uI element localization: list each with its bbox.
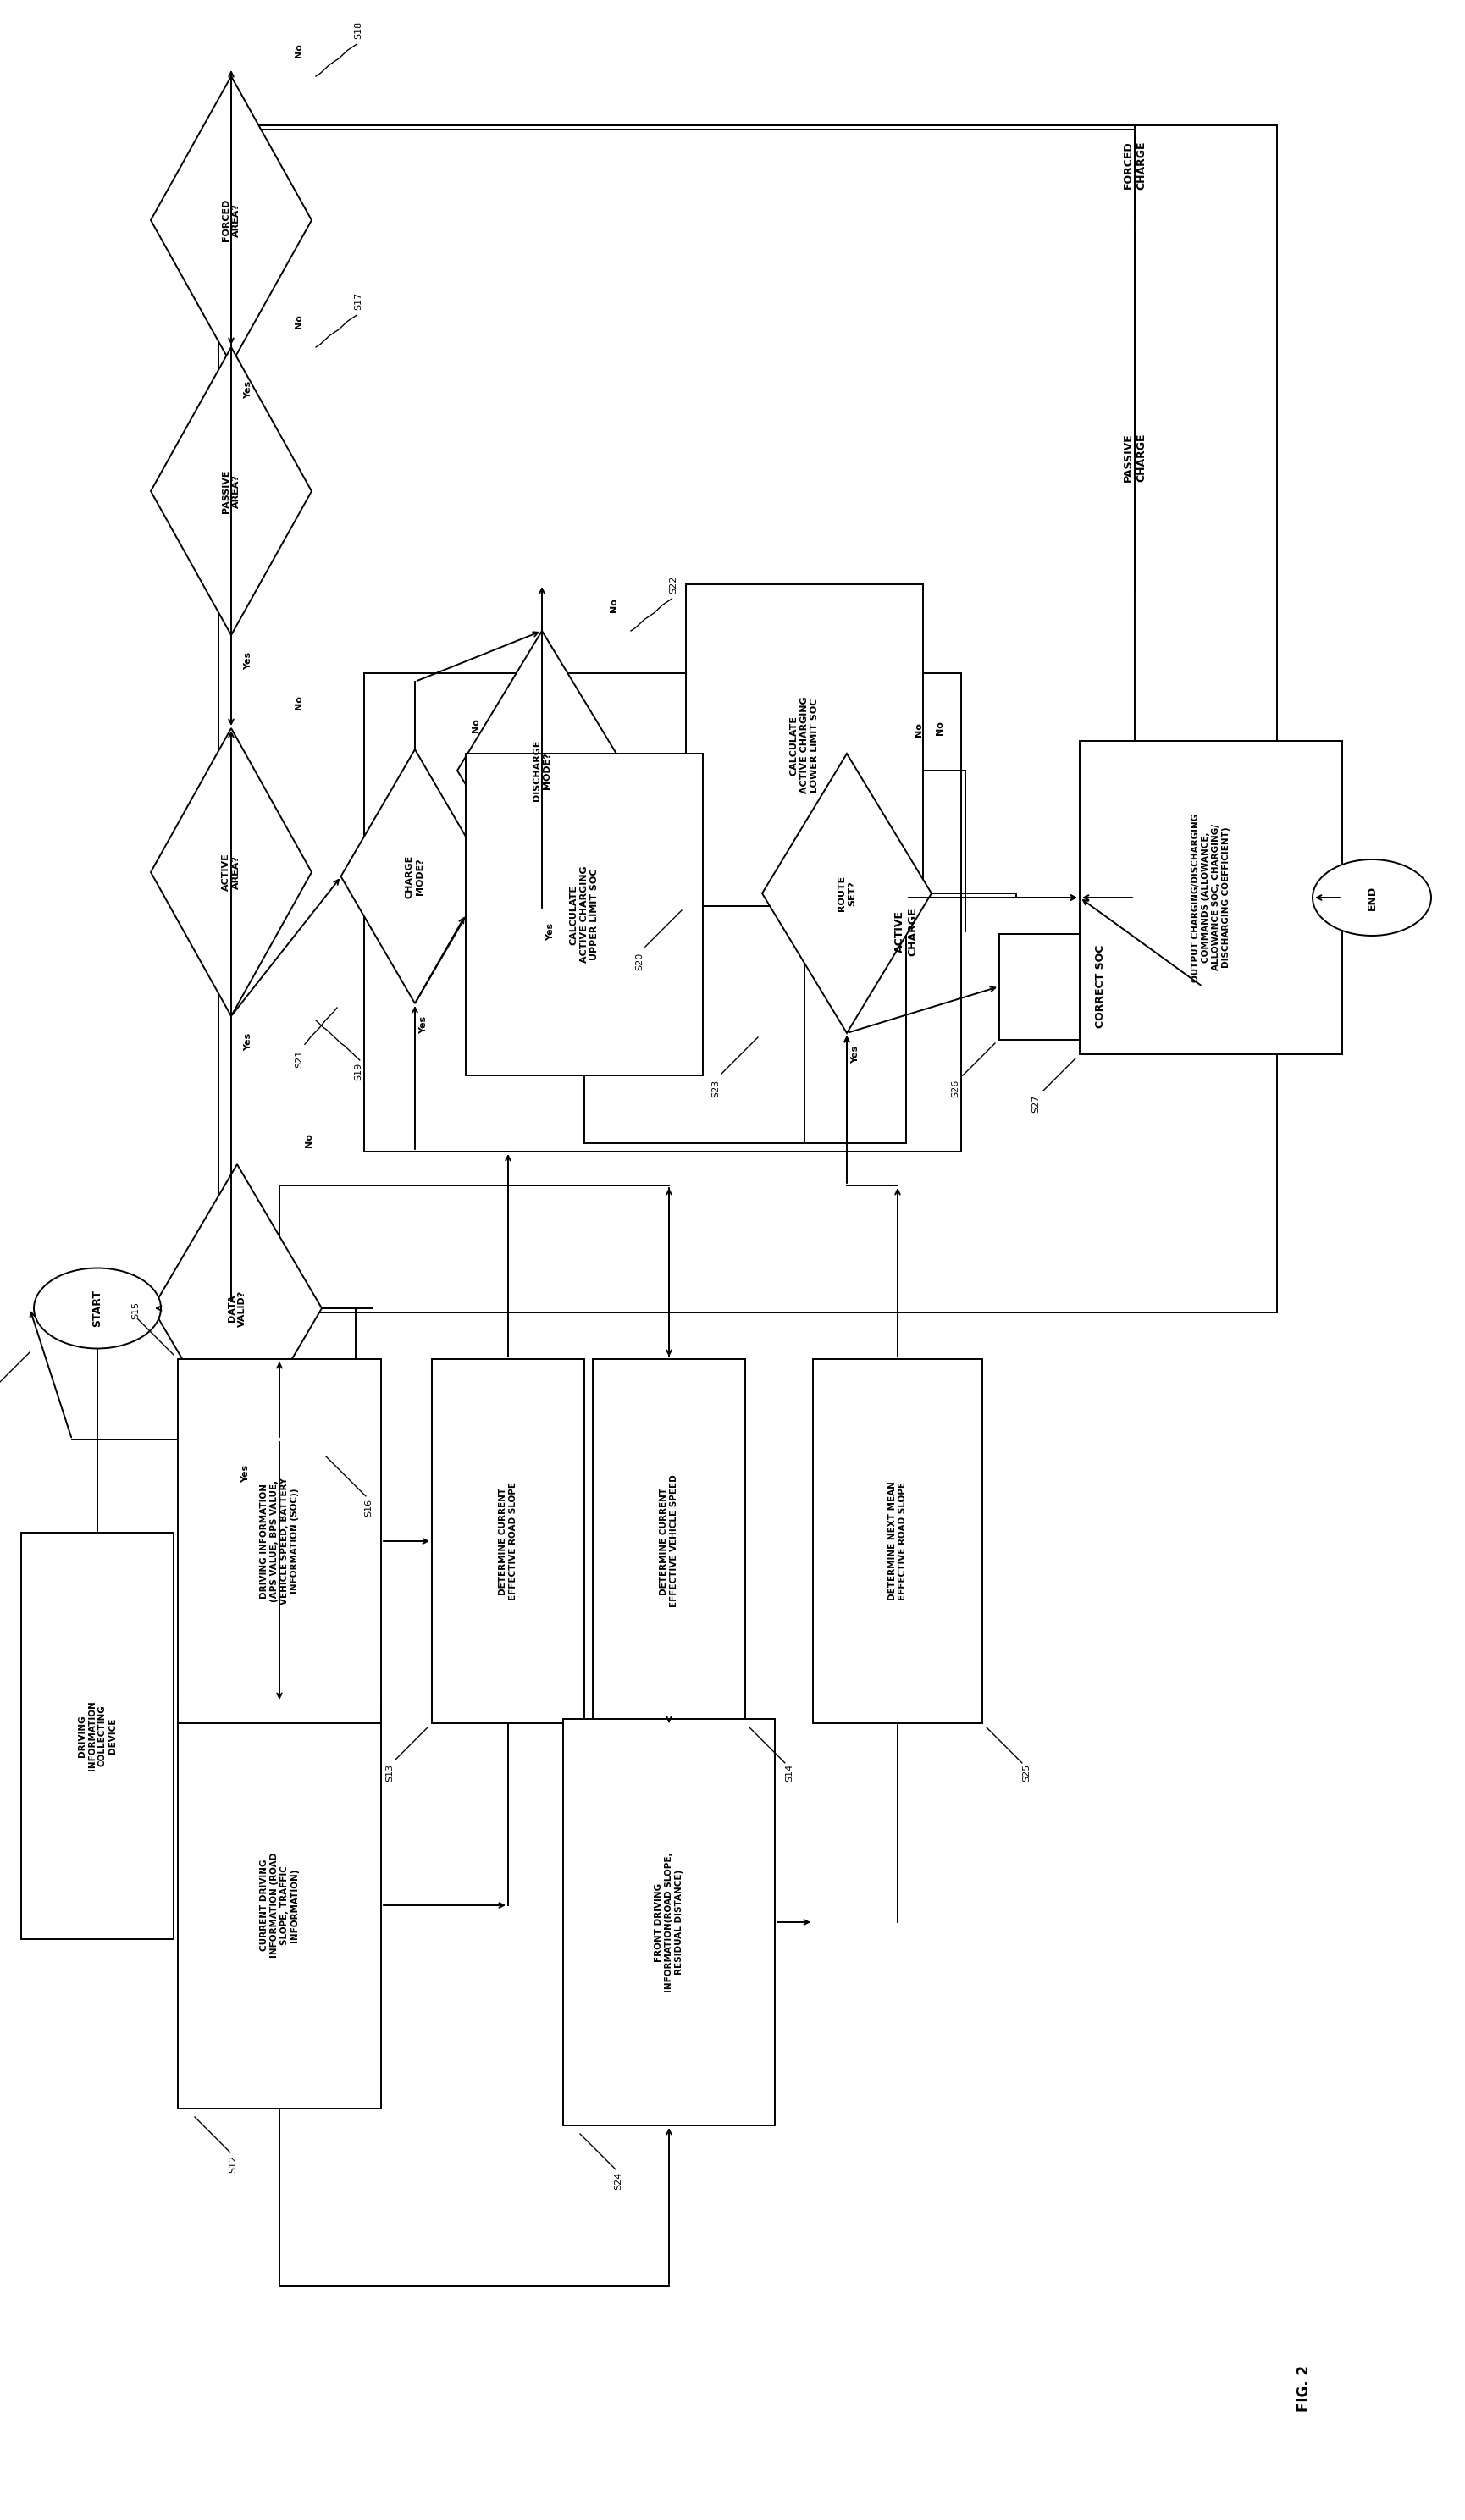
Text: S17: S17 <box>353 292 362 310</box>
Text: DETERMINE CURRENT
EFFECTIVE ROAD SLOPE: DETERMINE CURRENT EFFECTIVE ROAD SLOPE <box>498 1482 517 1600</box>
Text: ACTIVE
AREA?: ACTIVE AREA? <box>221 854 240 892</box>
Polygon shape <box>152 1164 322 1452</box>
Text: CALCULATE
ACTIVE CHARGING
UPPER LIMIT SOC: CALCULATE ACTIVE CHARGING UPPER LIMIT SO… <box>570 867 598 963</box>
Text: PASSIVE
AREA?: PASSIVE AREA? <box>221 469 240 514</box>
Text: FORCED
AREA?: FORCED AREA? <box>221 199 240 242</box>
Text: S21: S21 <box>294 1048 303 1068</box>
Bar <box>686 585 923 907</box>
Bar <box>813 1358 982 1724</box>
Bar <box>432 1358 585 1724</box>
Polygon shape <box>457 630 626 910</box>
Text: S24: S24 <box>614 2172 623 2190</box>
Text: CHARGE
MODE?: CHARGE MODE? <box>406 854 423 897</box>
Text: S13: S13 <box>385 1764 394 1782</box>
Text: DATA
VALID?: DATA VALID? <box>227 1290 246 1326</box>
Bar <box>1080 741 1342 1053</box>
Text: DISCHARGE
MODE?: DISCHARGE MODE? <box>532 741 551 801</box>
Text: S16: S16 <box>363 1499 372 1517</box>
Bar <box>999 932 1201 1038</box>
Text: CORRECT SOC: CORRECT SOC <box>1094 945 1106 1028</box>
Text: S23: S23 <box>711 1079 719 1096</box>
Text: DRIVING INFORMATION
(APS VALUE, BPS VALUE,
VEHICLE SPEED, BATTERY
INFORMATION (S: DRIVING INFORMATION (APS VALUE, BPS VALU… <box>259 1477 299 1605</box>
Text: Yes: Yes <box>243 653 252 670</box>
Text: No: No <box>914 723 923 736</box>
Ellipse shape <box>1311 859 1430 935</box>
Text: No: No <box>609 597 618 612</box>
Text: CALCULATE
ACTIVE CHARGING
LOWER LIMIT SOC: CALCULATE ACTIVE CHARGING LOWER LIMIT SO… <box>790 696 819 794</box>
Text: Yes: Yes <box>419 1016 428 1033</box>
Text: START: START <box>92 1290 103 1328</box>
Bar <box>21 1532 173 1938</box>
Text: DETERMINE CURRENT
EFFECTIVE VEHICLE SPEED: DETERMINE CURRENT EFFECTIVE VEHICLE SPEE… <box>659 1474 678 1608</box>
Text: S20: S20 <box>634 953 643 970</box>
Text: No: No <box>294 43 303 58</box>
Polygon shape <box>762 753 930 1033</box>
Polygon shape <box>151 728 312 1016</box>
Text: ACTIVE
CHARGE: ACTIVE CHARGE <box>894 907 917 955</box>
Text: No: No <box>472 718 481 733</box>
Bar <box>177 1701 381 2109</box>
Text: Yes: Yes <box>851 1046 858 1063</box>
Ellipse shape <box>34 1268 161 1348</box>
Text: No: No <box>305 1134 314 1147</box>
Text: CURRENT DRIVING
INFORMATION (ROAD
SLOPE, TRAFFIC
INFORMATION): CURRENT DRIVING INFORMATION (ROAD SLOPE,… <box>259 1852 299 1958</box>
Bar <box>466 753 702 1076</box>
Text: S27: S27 <box>1031 1094 1039 1111</box>
Text: S25: S25 <box>1021 1764 1030 1782</box>
Text: No: No <box>294 315 303 330</box>
Polygon shape <box>151 76 312 363</box>
Text: PASSIVE
CHARGE: PASSIVE CHARGE <box>1122 433 1146 481</box>
Polygon shape <box>151 348 312 635</box>
Text: S18: S18 <box>353 20 362 38</box>
Bar <box>177 1358 381 1724</box>
Text: No: No <box>294 696 303 711</box>
Text: S22: S22 <box>668 575 677 592</box>
Text: DETERMINE NEXT MEAN
EFFECTIVE ROAD SLOPE: DETERMINE NEXT MEAN EFFECTIVE ROAD SLOPE <box>888 1482 907 1600</box>
Text: OUTPUT CHARGING/DISCHARGING
COMMANDS (ALLOWANCE,
ALLOWANCE SOC, CHARGING/
DISCHA: OUTPUT CHARGING/DISCHARGING COMMANDS (AL… <box>1191 814 1229 983</box>
Text: S14: S14 <box>785 1764 793 1782</box>
Bar <box>563 1719 775 2124</box>
Text: DRIVING
INFORMATION
COLLECTING
DEVICE: DRIVING INFORMATION COLLECTING DEVICE <box>78 1701 117 1772</box>
Text: FIG. 2: FIG. 2 <box>1295 2364 1311 2412</box>
Text: Yes: Yes <box>546 922 554 940</box>
Text: FRONT DRIVING
INFORMATION(ROAD SLOPE,
RESIDUAL DISTANCE): FRONT DRIVING INFORMATION(ROAD SLOPE, RE… <box>655 1852 683 1993</box>
Text: S26: S26 <box>951 1079 960 1096</box>
Bar <box>592 1358 744 1724</box>
Text: ROUTE
SET?: ROUTE SET? <box>837 874 856 912</box>
Text: END: END <box>1365 885 1377 910</box>
Text: No: No <box>935 721 943 736</box>
Text: Yes: Yes <box>242 1464 249 1482</box>
Text: S15: S15 <box>132 1300 139 1318</box>
Text: S12: S12 <box>229 2155 237 2172</box>
Text: Yes: Yes <box>243 1033 252 1051</box>
Text: FORCED
CHARGE: FORCED CHARGE <box>1122 141 1146 189</box>
Polygon shape <box>341 748 489 1003</box>
Text: S19: S19 <box>353 1061 362 1081</box>
Text: Yes: Yes <box>243 381 252 398</box>
